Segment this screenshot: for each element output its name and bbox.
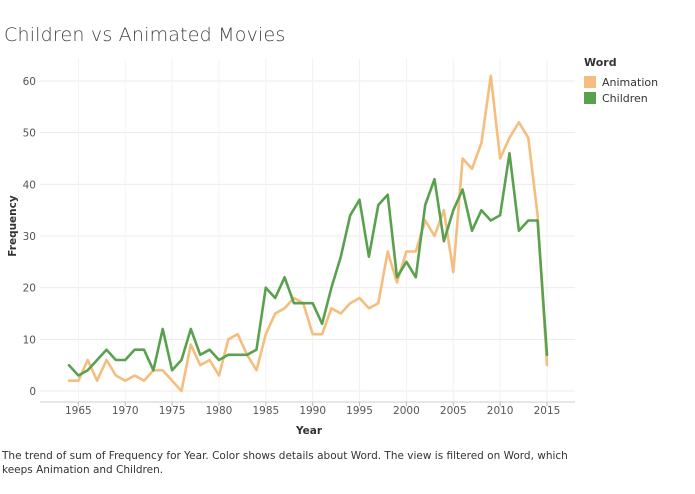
- x-tick-label: 1975: [159, 405, 186, 417]
- y-tick-label: 60: [23, 76, 36, 88]
- y-tick-label: 30: [23, 231, 36, 243]
- x-tick-label: 2010: [487, 405, 514, 417]
- chart-caption: The trend of sum of Frequency for Year. …: [2, 450, 568, 476]
- series-lines: [67, 74, 549, 393]
- x-tick-label: 2005: [440, 405, 467, 417]
- series-line-animation[interactable]: [67, 74, 549, 393]
- x-axis-label: Year: [295, 425, 323, 437]
- x-tick-label: 2000: [393, 405, 420, 417]
- legend-swatch-children: [584, 92, 596, 104]
- x-tick-label: 1970: [112, 405, 139, 417]
- y-tick-label: 50: [23, 128, 36, 140]
- x-tick-label: 1990: [299, 405, 326, 417]
- x-tick-label: 1980: [206, 405, 233, 417]
- legend-swatch-animation: [584, 76, 596, 88]
- gridlines: [40, 58, 575, 402]
- x-axis-ticks: 1965 1970 1975 1980 1985 1990 1995 2000 2005 2010…: [65, 402, 560, 417]
- legend-item-children[interactable]: Children: [584, 90, 658, 106]
- y-tick-label: 10: [23, 334, 36, 346]
- x-tick-label: 2015: [534, 405, 561, 417]
- x-tick-label: 1965: [65, 405, 92, 417]
- y-tick-label: 0: [29, 386, 36, 398]
- x-tick-label: 1985: [252, 405, 279, 417]
- x-tick-label: 1995: [346, 405, 373, 417]
- series-line-children[interactable]: [67, 152, 549, 377]
- y-tick-label: 40: [23, 179, 36, 191]
- legend: Word Animation Children: [584, 56, 658, 106]
- y-axis-label: Frequency: [7, 195, 19, 257]
- legend-item-animation[interactable]: Animation: [584, 74, 658, 90]
- legend-label-animation: Animation: [602, 75, 659, 89]
- y-axis-ticks: 0 10 20 30 40 50 60: [23, 76, 36, 398]
- chart-title: Children vs Animated Movies: [4, 24, 286, 46]
- y-tick-label: 20: [23, 283, 36, 295]
- legend-label-children: Children: [602, 91, 648, 105]
- legend-title: Word: [584, 56, 617, 69]
